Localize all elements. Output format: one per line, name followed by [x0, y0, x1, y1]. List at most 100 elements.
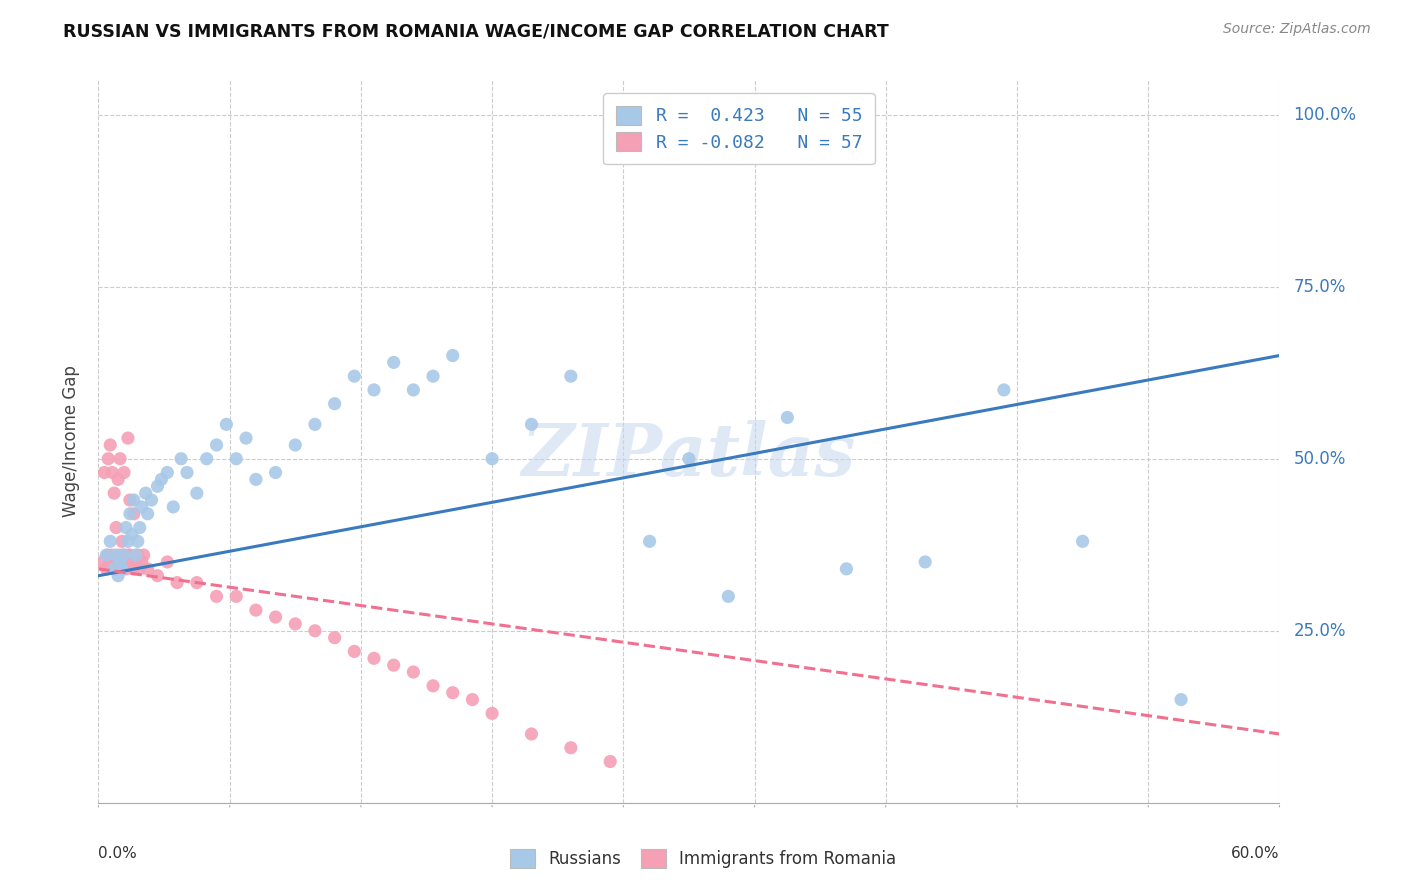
Point [402, 665, 425, 679]
Text: ZIPatlas: ZIPatlas [522, 420, 856, 491]
Point [101, 466, 124, 480]
Point [284, 438, 307, 452]
Point [127, 548, 149, 562]
Point [103, 486, 125, 500]
Point [108, 451, 131, 466]
Text: RUSSIAN VS IMMIGRANTS FROM ROMANIA WAGE/INCOME GAP CORRELATION CHART: RUSSIAN VS IMMIGRANTS FROM ROMANIA WAGE/… [63, 22, 889, 40]
Point [225, 451, 247, 466]
Point [118, 507, 141, 521]
Point [186, 486, 208, 500]
Point [96, 562, 118, 576]
Point [121, 555, 143, 569]
Point [117, 534, 139, 549]
Point [560, 740, 582, 755]
Point [363, 651, 385, 665]
Point [115, 520, 138, 534]
Point [245, 603, 267, 617]
Point [141, 493, 163, 508]
Point [195, 451, 218, 466]
Point [441, 686, 464, 700]
Point [560, 369, 582, 384]
Point [717, 590, 740, 604]
Point [107, 472, 129, 486]
Point [131, 500, 153, 514]
Point [131, 555, 153, 569]
Point [103, 555, 125, 569]
Point [103, 562, 125, 576]
Point [993, 383, 1015, 397]
Point [117, 431, 139, 445]
Point [170, 451, 193, 466]
Text: 75.0%: 75.0% [1294, 277, 1346, 296]
Point [128, 562, 150, 576]
Text: 50.0%: 50.0% [1294, 450, 1346, 467]
Point [1071, 534, 1094, 549]
Point [98, 555, 121, 569]
Point [304, 417, 326, 432]
Point [186, 575, 208, 590]
Point [122, 507, 145, 521]
Point [343, 369, 366, 384]
Point [304, 624, 326, 638]
Point [323, 397, 346, 411]
Point [118, 548, 141, 562]
Point [107, 555, 129, 569]
Point [835, 562, 858, 576]
Y-axis label: Wage/Income Gap: Wage/Income Gap [62, 366, 80, 517]
Point [96, 548, 118, 562]
Point [481, 706, 503, 721]
Point [98, 438, 121, 452]
Text: Source: ZipAtlas.com: Source: ZipAtlas.com [1223, 22, 1371, 37]
Point [150, 472, 173, 486]
Point [111, 555, 134, 569]
Point [520, 727, 543, 741]
Point [132, 548, 155, 562]
Point [599, 755, 621, 769]
Point [136, 507, 159, 521]
Point [146, 568, 169, 582]
Point [122, 493, 145, 508]
Point [146, 479, 169, 493]
Point [108, 555, 131, 569]
Text: 100.0%: 100.0% [1294, 105, 1357, 124]
Point [105, 520, 128, 534]
Point [520, 417, 543, 432]
Point [105, 562, 128, 576]
Point [235, 431, 257, 445]
Point [225, 590, 247, 604]
Point [98, 534, 121, 549]
Text: 0.0%: 0.0% [98, 847, 138, 861]
Point [128, 520, 150, 534]
Point [481, 451, 503, 466]
Point [112, 466, 135, 480]
Point [343, 644, 366, 658]
Point [441, 349, 464, 363]
Text: 60.0%: 60.0% [1232, 847, 1279, 861]
Point [382, 355, 405, 369]
Legend: Russians, Immigrants from Romania: Russians, Immigrants from Romania [503, 843, 903, 875]
Point [97, 451, 120, 466]
Point [323, 631, 346, 645]
Point [422, 679, 444, 693]
Point [156, 466, 179, 480]
Point [461, 692, 484, 706]
Point [122, 562, 145, 576]
Point [162, 500, 184, 514]
Point [402, 383, 425, 397]
Point [112, 548, 135, 562]
Point [638, 534, 661, 549]
Point [108, 548, 131, 562]
Point [363, 383, 385, 397]
Point [264, 610, 287, 624]
Point [166, 575, 188, 590]
Text: 25.0%: 25.0% [1294, 622, 1346, 640]
Point [105, 548, 128, 562]
Point [284, 616, 307, 631]
Point [115, 562, 138, 576]
Point [176, 466, 198, 480]
Point [245, 472, 267, 486]
Point [1170, 692, 1192, 706]
Point [215, 417, 238, 432]
Point [125, 555, 148, 569]
Point [156, 555, 179, 569]
